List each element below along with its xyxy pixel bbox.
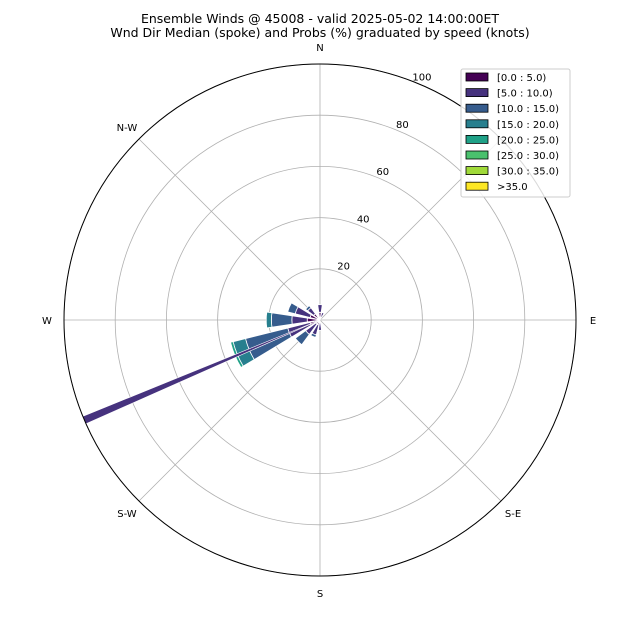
sector-segment	[294, 330, 310, 346]
sector-segment	[287, 302, 299, 315]
radial-tick-label: 100	[412, 72, 431, 83]
legend: [0.0 : 5.0) [5.0 : 10.0) [10.0 : 15.0) [15.…	[460, 68, 571, 198]
legend-swatch	[465, 72, 489, 82]
radial-tick-label: 80	[396, 120, 409, 131]
direction-label: E	[590, 316, 596, 327]
legend-swatch	[465, 103, 489, 113]
legend-swatch	[465, 181, 489, 191]
chart-title: Ensemble Winds @ 45008 - valid 2025-05-0…	[141, 11, 499, 26]
grid-spoke	[319, 319, 502, 502]
direction-label: S	[317, 589, 323, 600]
sector-segment	[265, 311, 273, 329]
legend-label: >35.0	[497, 182, 528, 193]
sector-segment	[305, 305, 312, 312]
radial-tick-labels: 20 40 60 80 100	[337, 72, 431, 272]
median-spoke	[82, 319, 321, 425]
legend-label: [30.0 : 35.0)	[497, 167, 559, 178]
direction-label: W	[42, 316, 52, 327]
legend-swatch	[465, 150, 489, 160]
legend-swatch	[465, 119, 489, 129]
radial-tick-label: 40	[357, 214, 370, 225]
grid-spoke	[138, 138, 321, 321]
legend-box	[460, 68, 571, 198]
legend-label: [0.0 : 5.0)	[497, 73, 546, 84]
wind-sectors	[230, 302, 325, 369]
direction-labels: N N-W W S-W S S-E E	[42, 43, 596, 600]
sector-segment	[317, 304, 323, 313]
direction-label: N-W	[117, 123, 138, 134]
legend-label: [20.0 : 25.0)	[497, 135, 559, 146]
sector-segment	[318, 322, 322, 331]
median-spoke-wedge	[82, 319, 321, 425]
legend-label: [10.0 : 15.0)	[497, 104, 559, 115]
sector-segment	[270, 312, 293, 328]
sector-segment	[310, 332, 317, 338]
legend-swatch	[465, 166, 489, 176]
legend-label: [5.0 : 10.0)	[497, 89, 553, 100]
radial-tick-label: 20	[337, 262, 350, 273]
legend-label: [15.0 : 20.0)	[497, 120, 559, 131]
grid-spoke	[138, 319, 321, 502]
legend-label: [25.0 : 30.0)	[497, 151, 559, 162]
radial-tick-label: 60	[376, 167, 389, 178]
polar-frame	[63, 63, 577, 577]
sector-segment	[291, 315, 308, 325]
direction-label: S-E	[505, 509, 521, 520]
direction-label: N	[316, 43, 323, 54]
legend-swatch	[465, 88, 489, 97]
direction-label: S-W	[117, 509, 137, 520]
sector-segment	[244, 327, 293, 361]
legend-swatch	[465, 134, 489, 144]
chart-subtitle: Wnd Dir Median (spoke) and Probs (%) gra…	[110, 25, 529, 40]
sector-segment	[320, 312, 325, 319]
